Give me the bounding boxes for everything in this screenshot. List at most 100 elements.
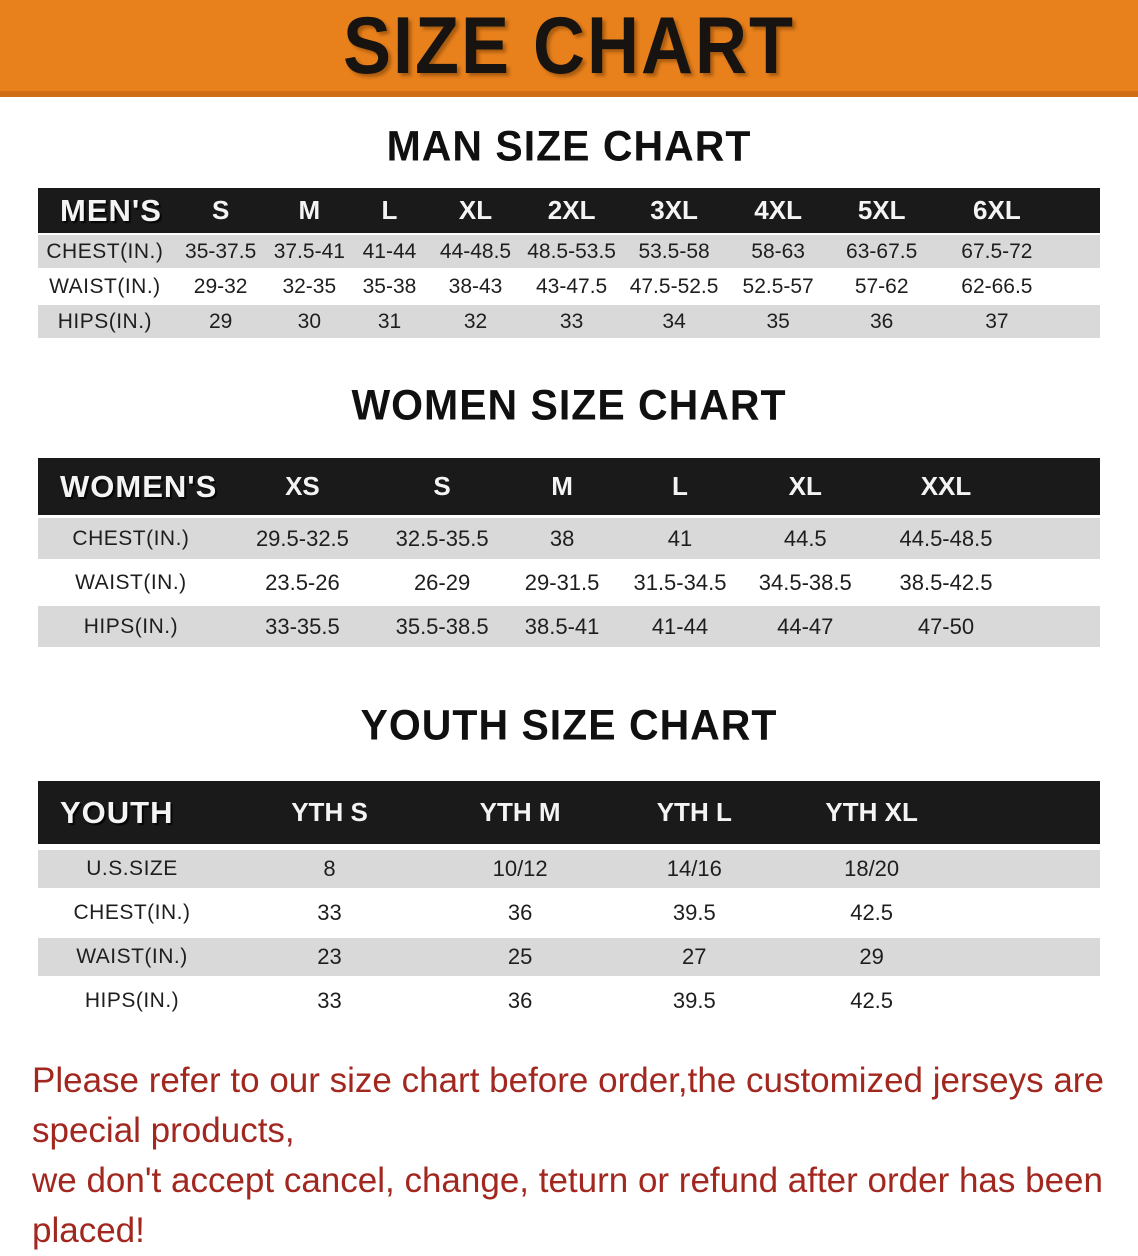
- size-value-cell: 47-50: [871, 606, 1021, 647]
- women-size-header-xl: XL: [738, 458, 872, 515]
- size-value-cell: 57-62: [830, 270, 934, 303]
- size-value-cell: 41-44: [621, 606, 739, 647]
- size-value-cell: 33: [225, 894, 434, 932]
- women-size-header-xs: XS: [223, 458, 382, 515]
- spacer-cell: [961, 850, 1100, 888]
- size-value-cell: 34.5-38.5: [738, 562, 872, 603]
- men-size-header-m: M: [269, 188, 350, 233]
- size-value-cell: 8: [225, 850, 434, 888]
- size-value-cell: 14/16: [607, 850, 782, 888]
- size-value-cell: 38.5-42.5: [871, 562, 1021, 603]
- size-value-cell: 67.5-72: [933, 235, 1061, 268]
- size-value-cell: 26-29: [381, 562, 504, 603]
- size-value-cell: 25: [433, 938, 608, 976]
- size-value-cell: 53.5-58: [622, 235, 727, 268]
- measurement-label: CHEST(IN.): [38, 235, 172, 268]
- size-value-cell: 38: [503, 518, 622, 559]
- youth-size-table: YOUTH YTH S YTH M YTH L YTH XL U.S.SIZE 8 10/12…: [38, 775, 1100, 1026]
- size-value-cell: 35-38: [349, 270, 430, 303]
- men-size-header-s: S: [171, 188, 270, 233]
- men-header-label: MEN'S: [38, 188, 172, 233]
- size-value-cell: 47.5-52.5: [622, 270, 727, 303]
- size-value-cell: 29: [171, 305, 270, 338]
- spacer-cell: [1020, 562, 1100, 603]
- measurement-label: HIPS(IN.): [38, 982, 226, 1020]
- size-value-cell: 35.5-38.5: [381, 606, 504, 647]
- size-value-cell: 35: [726, 305, 831, 338]
- men-size-header-2xl: 2XL: [521, 188, 623, 233]
- disclaimer-line-2: we don't accept cancel, change, teturn o…: [32, 1161, 1103, 1250]
- measurement-label: HIPS(IN.): [38, 305, 172, 338]
- size-value-cell: 31.5-34.5: [621, 562, 739, 603]
- size-value-cell: 44-47: [738, 606, 872, 647]
- youth-size-header-yth-m: YTH M: [433, 781, 608, 844]
- measurement-label: WAIST(IN.): [38, 562, 224, 603]
- size-value-cell: 29.5-32.5: [223, 518, 382, 559]
- men-size-header-4xl: 4XL: [726, 188, 831, 233]
- spacer-cell: [1020, 606, 1100, 647]
- men-size-header-5xl: 5XL: [830, 188, 934, 233]
- size-value-cell: 29-32: [171, 270, 270, 303]
- youth-header-row: YOUTH YTH S YTH M YTH L YTH XL: [38, 781, 1100, 844]
- spacer-cell: [1060, 270, 1100, 303]
- youth-size-header-yth-l: YTH L: [607, 781, 782, 844]
- size-value-cell: 34: [622, 305, 727, 338]
- size-value-cell: 52.5-57: [726, 270, 831, 303]
- size-value-cell: 32: [429, 305, 522, 338]
- men-size-section: MAN SIZE CHART MEN'S S M L XL 2XL 3XL 4XL 5XL 6XL…: [38, 121, 1100, 340]
- measurement-label: HIPS(IN.): [38, 606, 224, 647]
- women-table-row: HIPS(IN.) 33-35.5 35.5-38.5 38.5-41 41-44 44-…: [38, 606, 1100, 647]
- size-value-cell: 29-31.5: [503, 562, 622, 603]
- women-size-header-l: L: [621, 458, 739, 515]
- size-value-cell: 18/20: [781, 850, 962, 888]
- youth-table-row: CHEST(IN.) 33 36 39.5 42.5: [38, 894, 1100, 932]
- measurement-label: WAIST(IN.): [38, 270, 172, 303]
- size-value-cell: 23: [225, 938, 434, 976]
- men-table-row: CHEST(IN.) 35-37.5 37.5-41 41-44 44-48.5 48.5…: [38, 235, 1100, 268]
- women-header-label: WOMEN'S: [38, 458, 224, 515]
- size-value-cell: 33: [521, 305, 623, 338]
- men-size-table: MEN'S S M L XL 2XL 3XL 4XL 5XL 6XL CHEST(IN.) 35-37…: [38, 186, 1100, 340]
- measurement-label: WAIST(IN.): [38, 938, 226, 976]
- size-value-cell: 32.5-35.5: [381, 518, 504, 559]
- women-size-header-m: M: [503, 458, 622, 515]
- youth-section-title: YOUTH SIZE CHART: [360, 700, 778, 750]
- spacer-cell: [1020, 518, 1100, 559]
- size-value-cell: 36: [433, 982, 608, 1020]
- spacer-cell: [961, 938, 1100, 976]
- size-value-cell: 44.5-48.5: [871, 518, 1021, 559]
- size-value-cell: 33-35.5: [223, 606, 382, 647]
- spacer-cell: [1020, 458, 1100, 515]
- measurement-label: CHEST(IN.): [38, 518, 224, 559]
- spacer-cell: [1060, 235, 1100, 268]
- men-section-title: MAN SIZE CHART: [386, 121, 752, 171]
- size-value-cell: 39.5: [607, 982, 782, 1020]
- size-value-cell: 62-66.5: [933, 270, 1061, 303]
- size-value-cell: 37: [933, 305, 1061, 338]
- youth-table-row: WAIST(IN.) 23 25 27 29: [38, 938, 1100, 976]
- size-value-cell: 38-43: [429, 270, 522, 303]
- size-value-cell: 41-44: [349, 235, 430, 268]
- youth-size-section: YOUTH SIZE CHART YOUTH YTH S YTH M YTH L YTH…: [38, 700, 1100, 1026]
- size-value-cell: 23.5-26: [223, 562, 382, 603]
- women-section-title: WOMEN SIZE CHART: [351, 380, 787, 430]
- size-value-cell: 38.5-41: [503, 606, 622, 647]
- youth-header-label: YOUTH: [38, 781, 226, 844]
- size-value-cell: 63-67.5: [830, 235, 934, 268]
- size-value-cell: 39.5: [607, 894, 782, 932]
- women-table-row: CHEST(IN.) 29.5-32.5 32.5-35.5 38 41 44.5 44.5…: [38, 518, 1100, 559]
- spacer-cell: [1060, 305, 1100, 338]
- women-size-table: WOMEN'S XS S M L XL XXL CHEST(IN.) 29.5-32.5 32.5…: [38, 455, 1100, 650]
- size-value-cell: 29: [781, 938, 962, 976]
- order-disclaimer: Please refer to our size chart before or…: [0, 1056, 1138, 1256]
- men-size-header-xl: XL: [429, 188, 522, 233]
- size-value-cell: 42.5: [781, 894, 962, 932]
- size-value-cell: 33: [225, 982, 434, 1020]
- size-value-cell: 42.5: [781, 982, 962, 1020]
- size-value-cell: 58-63: [726, 235, 831, 268]
- size-value-cell: 36: [830, 305, 934, 338]
- size-value-cell: 48.5-53.5: [521, 235, 623, 268]
- youth-table-row: HIPS(IN.) 33 36 39.5 42.5: [38, 982, 1100, 1020]
- measurement-label: U.S.SIZE: [38, 850, 226, 888]
- size-value-cell: 43-47.5: [521, 270, 623, 303]
